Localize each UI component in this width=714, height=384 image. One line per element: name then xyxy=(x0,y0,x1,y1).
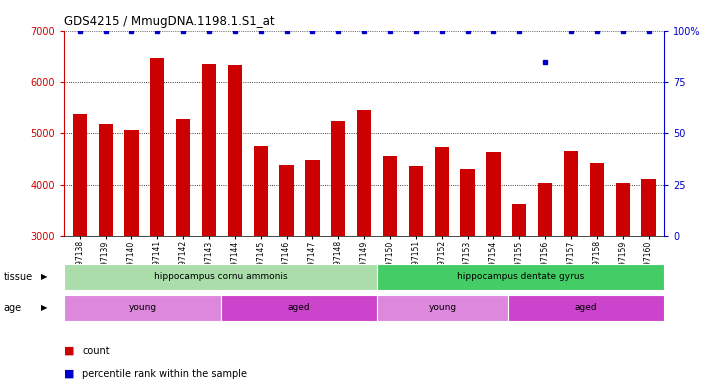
Text: age: age xyxy=(4,303,21,313)
Text: ■: ■ xyxy=(64,369,75,379)
Bar xyxy=(508,295,664,321)
Bar xyxy=(461,169,475,236)
Text: aged: aged xyxy=(575,303,597,312)
Bar xyxy=(377,264,664,290)
Bar xyxy=(377,295,508,321)
Bar xyxy=(383,156,397,236)
Bar xyxy=(486,152,501,236)
Text: young: young xyxy=(129,303,156,312)
Bar xyxy=(228,65,242,236)
Bar xyxy=(564,151,578,236)
Bar xyxy=(538,183,552,236)
Bar xyxy=(124,130,139,236)
Bar xyxy=(73,114,87,236)
Text: percentile rank within the sample: percentile rank within the sample xyxy=(82,369,247,379)
Text: ■: ■ xyxy=(64,346,75,356)
Bar xyxy=(331,121,346,236)
Bar xyxy=(202,64,216,236)
Bar xyxy=(279,165,293,236)
Bar xyxy=(150,58,164,236)
Bar xyxy=(253,146,268,236)
Bar xyxy=(512,204,526,236)
Bar xyxy=(64,295,221,321)
Text: ▶: ▶ xyxy=(41,272,48,281)
Bar xyxy=(176,119,191,236)
Bar xyxy=(99,124,113,236)
Bar xyxy=(64,264,377,290)
Bar xyxy=(590,163,604,236)
Text: count: count xyxy=(82,346,110,356)
Text: tissue: tissue xyxy=(4,272,33,282)
Bar xyxy=(641,179,655,236)
Bar xyxy=(615,183,630,236)
Text: young: young xyxy=(428,303,456,312)
Bar xyxy=(306,160,320,236)
Text: hippocampus cornu ammonis: hippocampus cornu ammonis xyxy=(154,272,288,281)
Text: hippocampus dentate gyrus: hippocampus dentate gyrus xyxy=(457,272,584,281)
Bar xyxy=(221,295,377,321)
Bar xyxy=(408,166,423,236)
Text: aged: aged xyxy=(288,303,311,312)
Text: GDS4215 / MmugDNA.1198.1.S1_at: GDS4215 / MmugDNA.1198.1.S1_at xyxy=(64,15,275,28)
Text: ▶: ▶ xyxy=(41,303,48,312)
Bar xyxy=(435,147,449,236)
Bar xyxy=(357,110,371,236)
